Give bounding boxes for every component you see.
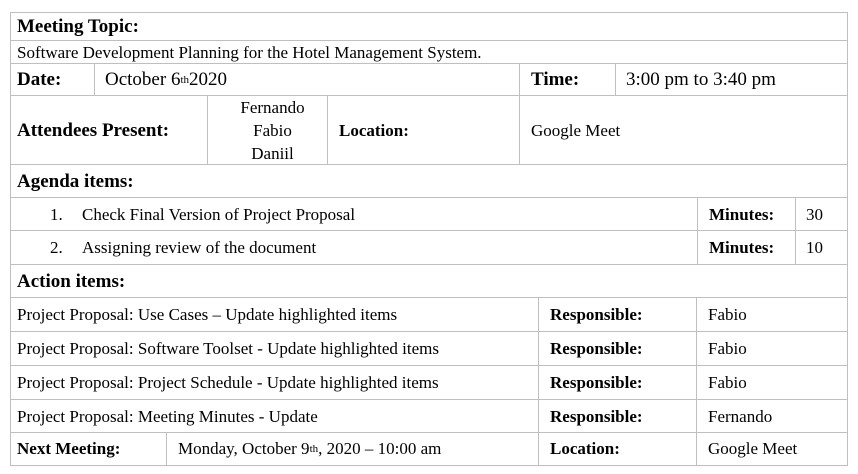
minutes-value: 10 [795,231,823,265]
next-meeting-location-value: Google Meet [696,433,797,465]
agenda-label-row: Agenda items: [10,164,848,198]
next-meeting-label: Next Meeting: [17,439,121,458]
action-item-text: Project Proposal: Meeting Minutes - Upda… [17,406,318,426]
action-items-label: Action items: [17,270,126,292]
date-label: Date: [17,69,62,90]
responsible-label: Responsible: [538,366,643,400]
attendees-label: Attendees Present: [17,119,170,141]
agenda-item-row: 2. Assigning review of the document Minu… [10,230,848,265]
minutes-value: 30 [795,198,823,231]
responsible-label: Responsible: [538,400,643,433]
action-item-row: Project Proposal: Project Schedule - Upd… [10,365,848,400]
meeting-minutes-table: Meeting Topic: Software Development Plan… [10,12,848,466]
location-value: Google Meet [519,96,620,165]
action-item-row: Project Proposal: Use Cases – Update hig… [10,297,848,332]
responsible-value: Fabio [696,332,747,366]
action-item-row: Project Proposal: Software Toolset - Upd… [10,331,848,366]
action-item-text: Project Proposal: Use Cases – Update hig… [17,305,398,324]
date-value-tail: 2020 [189,69,228,90]
responsible-value: Fabio [696,366,747,400]
attendees-location-row: Attendees Present: Fernando Fabio Daniil… [10,95,848,165]
attendee-name: Fernando [240,98,305,117]
agenda-item-text: Assigning review of the document [82,238,317,257]
action-items-label-row: Action items: [10,264,848,298]
attendee-name: Daniil [251,144,294,163]
meeting-topic-value: Software Development Planning for the Ho… [17,42,482,62]
agenda-label: Agenda items: [17,170,134,192]
responsible-label: Responsible: [538,298,643,332]
action-item-row: Project Proposal: Meeting Minutes - Upda… [10,399,848,433]
next-meeting-value-main: Monday, October 9 [178,439,310,458]
next-meeting-value-tail: , 2020 – 10:00 am [318,439,442,458]
agenda-item-number: 2. [50,238,63,257]
meeting-topic-label-row: Meeting Topic: [10,12,848,41]
date-value-main: October 6 [105,69,181,90]
attendees-list: Fernando Fabio Daniil [207,96,327,165]
agenda-item-row: 1. Check Final Version of Project Propos… [10,197,848,231]
responsible-label: Responsible: [538,332,643,366]
minutes-label: Minutes: [697,198,774,231]
meeting-topic-value-row: Software Development Planning for the Ho… [10,40,848,64]
location-label: Location: [327,96,409,165]
agenda-item-text: Check Final Version of Project Proposal [82,204,356,224]
agenda-item-number: 1. [50,204,63,224]
attendee-name: Fabio [253,121,292,140]
responsible-value: Fabio [696,298,747,332]
responsible-value: Fernando [696,400,772,433]
minutes-label: Minutes: [697,231,774,265]
time-label: Time: [519,64,579,96]
action-item-text: Project Proposal: Project Schedule - Upd… [17,373,439,392]
action-item-text: Project Proposal: Software Toolset - Upd… [17,339,440,358]
time-value: 3:00 pm to 3:40 pm [615,64,776,96]
next-meeting-location-label: Location: [538,433,620,465]
meeting-topic-label: Meeting Topic: [17,16,139,37]
